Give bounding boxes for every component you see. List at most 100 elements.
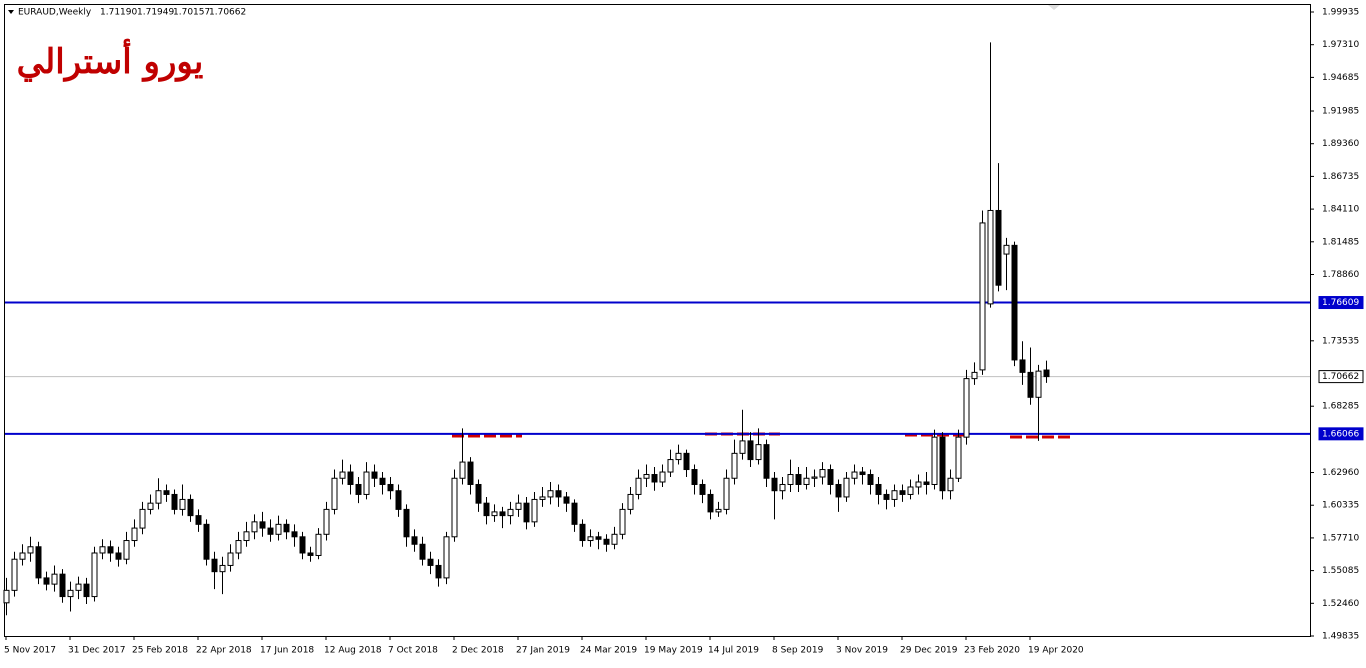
candle-body	[595, 536, 602, 540]
candle-body	[691, 469, 698, 485]
candle-body	[843, 477, 850, 498]
y-tick-label: 1.62960	[1322, 468, 1359, 478]
candle-body	[579, 523, 586, 542]
candle-body	[451, 477, 458, 538]
candle-body	[387, 483, 394, 492]
candle-body	[659, 471, 666, 483]
candle-body	[467, 461, 474, 485]
candle-body	[371, 471, 378, 479]
candle-body	[427, 558, 434, 566]
y-tick-label: 1.60335	[1322, 501, 1359, 511]
candle-body	[603, 538, 610, 545]
candle-body	[315, 533, 322, 556]
candle-body	[923, 481, 930, 485]
candle-body	[43, 577, 50, 585]
x-tick-label: 29 Dec 2019	[900, 646, 958, 656]
candle-body	[619, 508, 626, 535]
plot-frame	[4, 4, 1311, 637]
candle-body	[939, 436, 946, 492]
candle-body	[299, 536, 306, 554]
x-tick-label: 12 Aug 2018	[324, 646, 382, 656]
candle-body	[827, 469, 834, 485]
candle-body	[187, 498, 194, 517]
x-tick-label: 19 Apr 2020	[1028, 646, 1084, 656]
candle-body	[171, 493, 178, 510]
header-high: 1.71949	[137, 8, 174, 18]
candle-body	[699, 483, 706, 495]
candle-body	[499, 511, 506, 517]
x-tick-label: 19 May 2019	[644, 646, 703, 656]
candle-body	[459, 461, 466, 479]
candle-body	[771, 477, 778, 492]
y-tick-label: 1.81485	[1322, 237, 1359, 247]
candle-body	[75, 583, 82, 591]
candle-body	[203, 523, 210, 560]
candle-body	[747, 440, 754, 461]
candle-body	[475, 483, 482, 504]
x-tick-label: 22 Apr 2018	[196, 646, 252, 656]
candle-body	[267, 527, 274, 535]
candle-body	[531, 498, 538, 523]
candle-body	[3, 589, 10, 604]
candle-body	[651, 474, 658, 483]
candle-body	[347, 471, 354, 485]
candle-body	[99, 546, 106, 554]
candle-body	[147, 502, 154, 510]
candle-body	[491, 511, 498, 517]
candle-body	[307, 552, 314, 556]
candle-body	[539, 496, 546, 500]
candle-body	[179, 498, 186, 510]
candle-body	[1027, 371, 1034, 398]
candle-body	[395, 490, 402, 510]
header-close: 1.70662	[209, 8, 246, 18]
candle-body	[787, 474, 794, 485]
candle-body	[891, 490, 898, 500]
candle-body	[859, 471, 866, 476]
candle-body	[803, 477, 810, 485]
candle-body	[27, 546, 34, 554]
candle-body	[611, 533, 618, 545]
y-tick-label: 1.99935	[1322, 8, 1359, 18]
y-tick-label: 1.73535	[1322, 336, 1359, 346]
candle-body	[107, 546, 114, 554]
candle-body	[763, 444, 770, 479]
candle-body	[19, 552, 26, 560]
candle-body	[523, 502, 530, 523]
symbol: EURAUD,Weekly	[18, 8, 92, 18]
candle-body	[227, 552, 234, 566]
price-label: 1.66066	[1322, 429, 1359, 439]
candle-body	[507, 508, 514, 517]
candle-body	[275, 523, 282, 535]
candle-body	[547, 490, 554, 498]
candle-body	[83, 583, 90, 598]
candle-body	[811, 476, 818, 479]
candle-body	[131, 527, 138, 542]
candle-body	[1043, 369, 1050, 378]
y-tick-label: 1.55085	[1322, 566, 1359, 576]
candle-body	[971, 371, 978, 380]
candle-body	[379, 477, 386, 485]
candle-body	[907, 486, 914, 495]
candle-body	[163, 490, 170, 495]
candle-body	[51, 573, 58, 585]
candle-body	[67, 589, 74, 598]
candle-body	[155, 490, 162, 504]
candle-body	[723, 477, 730, 510]
candle-body	[755, 444, 762, 461]
candle-body	[91, 552, 98, 598]
candle-body	[291, 531, 298, 538]
candle-body	[1011, 244, 1018, 361]
price-label: 1.70662	[1322, 372, 1359, 382]
candle-body	[211, 558, 218, 573]
candle-body	[515, 502, 522, 510]
price-label: 1.76609	[1322, 298, 1359, 308]
y-tick-label: 1.57710	[1322, 533, 1359, 543]
candle-body	[643, 474, 650, 479]
candle-body	[259, 521, 266, 529]
candle-body	[283, 523, 290, 533]
candle-body	[851, 471, 858, 479]
candle-body	[123, 540, 130, 560]
candle-body	[635, 477, 642, 495]
candle-body	[355, 483, 362, 495]
